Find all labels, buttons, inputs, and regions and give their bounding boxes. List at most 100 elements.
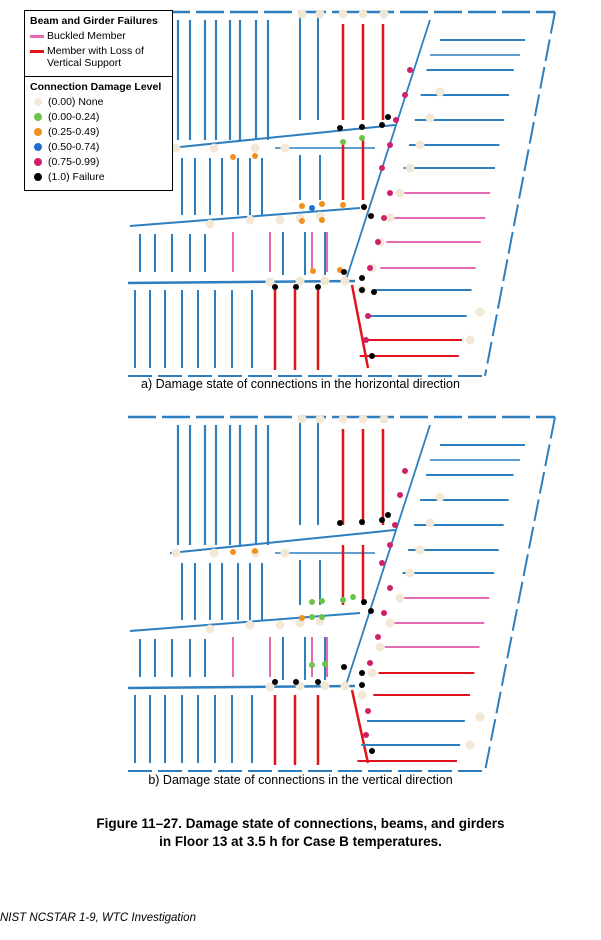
connection-dot: [415, 545, 425, 555]
connection-dot: [280, 143, 290, 153]
legend-failures: Beam and Girder Failures Buckled Member …: [25, 11, 172, 76]
connection-dot: [358, 414, 368, 424]
connection-dot: [405, 568, 415, 578]
connection-dot: [465, 740, 475, 750]
connection-dot: [299, 218, 305, 224]
connection-dot: [365, 708, 371, 714]
connection-dot: [397, 492, 403, 498]
damage-dot-icon: [34, 128, 42, 136]
connection-dot: [340, 597, 346, 603]
connection-dot: [338, 414, 348, 424]
floor-plan-horizontal: [127, 9, 556, 377]
connection-dot: [319, 217, 325, 223]
core-girder: [169, 529, 396, 554]
connection-dot: [340, 139, 346, 145]
connection-dot: [363, 337, 369, 343]
connection-dot: [387, 542, 393, 548]
connection-dot: [379, 560, 385, 566]
connection-dot: [295, 276, 305, 286]
connection-dot: [309, 614, 315, 620]
connection-dot: [250, 143, 260, 153]
connection-dot: [367, 660, 373, 666]
legend-damage-title: Connection Damage Level: [30, 81, 162, 93]
connection-dot: [245, 620, 255, 630]
connection-dot: [337, 520, 343, 526]
damage-dot-icon: [34, 98, 42, 106]
connection-dot: [379, 9, 389, 19]
connection-dot: [359, 275, 365, 281]
connection-dot: [209, 548, 219, 558]
connection-dot: [205, 624, 215, 634]
connection-dot: [340, 276, 350, 286]
connection-dot: [171, 548, 181, 558]
legend-support-loss-label: Member with Loss of Vertical Support: [47, 45, 144, 69]
connection-dot: [319, 598, 325, 604]
connection-dot: [315, 679, 321, 685]
connection-dot: [299, 203, 305, 209]
connection-dot: [465, 335, 475, 345]
connection-dot: [385, 114, 391, 120]
connection-dot: [322, 661, 328, 667]
connection-dot: [315, 284, 321, 290]
connection-dot: [275, 620, 285, 630]
connection-dot: [319, 614, 325, 620]
connection-dot: [402, 92, 408, 98]
connection-dot: [385, 618, 395, 628]
legend-level-label: (0.50-0.74): [48, 141, 100, 153]
connection-dot: [387, 585, 393, 591]
connection-dot: [293, 284, 299, 290]
connection-dot: [379, 517, 385, 523]
legend-level: (0.00-0.24): [30, 111, 167, 123]
connection-dot: [341, 664, 347, 670]
plan-a-caption: a) Damage state of connections in the ho…: [141, 377, 460, 391]
support-loss-member: [350, 284, 370, 369]
connection-dot: [361, 204, 367, 210]
connection-dot: [385, 213, 395, 223]
connection-dot: [358, 9, 368, 19]
support-loss-line-icon: [30, 50, 44, 53]
footer-citation: NIST NCSTAR 1-9, WTC Investigation: [0, 912, 196, 924]
damage-dot-icon: [34, 113, 42, 121]
connection-dot: [280, 548, 290, 558]
legend-level-label: (0.00-0.24): [48, 111, 100, 123]
connection-dot: [252, 548, 258, 554]
connection-dot: [315, 414, 325, 424]
connection-dot: [375, 642, 385, 652]
connection-dot: [359, 135, 365, 141]
connection-dot: [361, 599, 367, 605]
connection-dot: [337, 125, 343, 131]
connection-dot: [392, 522, 398, 528]
connection-dot: [375, 634, 381, 640]
connection-dot: [387, 190, 393, 196]
connection-dot: [395, 593, 405, 603]
legend-level-label: (0.00) None: [48, 96, 104, 108]
connection-dot: [393, 117, 399, 123]
connection-dot: [371, 289, 377, 295]
connection-dot: [230, 549, 236, 555]
damage-dot-icon: [34, 143, 42, 151]
connection-dot: [379, 122, 385, 128]
connection-dot: [252, 153, 258, 159]
legend-level-label: (0.25-0.49): [48, 126, 100, 138]
figure-caption: Figure 11–27. Damage state of connection…: [0, 815, 601, 851]
connection-dot: [381, 215, 387, 221]
connection-dot: [381, 610, 387, 616]
connection-dot: [425, 113, 435, 123]
connection-dot: [387, 142, 393, 148]
connection-dot: [245, 215, 255, 225]
connection-dot: [340, 681, 350, 691]
legend-buckled: Buckled Member: [30, 30, 167, 42]
connection-dot: [341, 269, 347, 275]
connection-dot: [319, 201, 325, 207]
connection-dot: [310, 268, 316, 274]
connection-dot: [405, 163, 415, 173]
connection-dot: [309, 599, 315, 605]
connection-dot: [315, 9, 325, 19]
connection-dot: [363, 732, 369, 738]
floor-plan-vertical: [127, 414, 556, 772]
connection-dot: [320, 681, 330, 691]
legend: Beam and Girder Failures Buckled Member …: [24, 10, 173, 191]
connection-dot: [309, 205, 315, 211]
perimeter-diagonal: [484, 416, 556, 772]
connection-dot: [415, 140, 425, 150]
